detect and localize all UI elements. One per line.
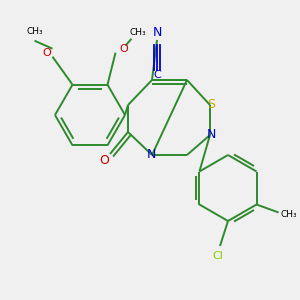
Text: N: N xyxy=(206,128,216,142)
Text: N: N xyxy=(146,148,156,161)
Text: O: O xyxy=(119,44,128,54)
Text: CH₃: CH₃ xyxy=(280,210,297,219)
Text: N: N xyxy=(152,26,162,38)
Text: O: O xyxy=(99,154,109,166)
Text: CH₃: CH₃ xyxy=(26,27,43,36)
Text: S: S xyxy=(207,98,215,110)
Text: O: O xyxy=(42,48,51,58)
Text: CH₃: CH₃ xyxy=(129,28,146,37)
Text: Cl: Cl xyxy=(213,251,224,261)
Text: C: C xyxy=(153,70,161,80)
